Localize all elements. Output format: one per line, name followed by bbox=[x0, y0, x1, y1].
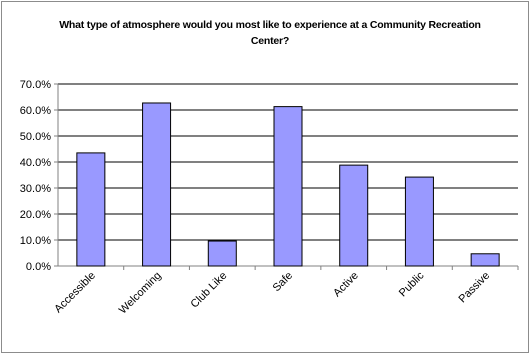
y-tick-label: 60.0% bbox=[20, 105, 51, 117]
y-tick-label: 20.0% bbox=[20, 209, 51, 221]
y-tick-label: 30.0% bbox=[20, 183, 51, 195]
bar-club-like bbox=[207, 240, 237, 267]
y-tick-label: 40.0% bbox=[20, 157, 51, 169]
bar-welcoming bbox=[142, 102, 172, 267]
x-tick-label: Welcoming bbox=[117, 270, 164, 317]
x-tick-label: Public bbox=[397, 269, 427, 299]
bar-public bbox=[404, 176, 434, 267]
x-tick-label: Accessible bbox=[52, 270, 98, 316]
x-tick-label: Active bbox=[331, 270, 361, 300]
bar-active bbox=[339, 164, 369, 267]
chart-title: What type of atmosphere would you most l… bbox=[59, 19, 481, 47]
x-tick-label: Safe bbox=[271, 270, 295, 294]
bar-safe bbox=[273, 106, 303, 267]
x-tick-label: Club Like bbox=[188, 270, 229, 311]
bar-accessible bbox=[76, 152, 106, 267]
y-tick-label: 0.0% bbox=[26, 261, 51, 273]
bar-passive bbox=[470, 253, 500, 267]
y-tick-label: 10.0% bbox=[20, 235, 51, 247]
x-tick-label: Passive bbox=[457, 270, 493, 306]
y-tick-label: 50.0% bbox=[20, 131, 51, 143]
y-tick-label: 70.0% bbox=[20, 79, 51, 91]
